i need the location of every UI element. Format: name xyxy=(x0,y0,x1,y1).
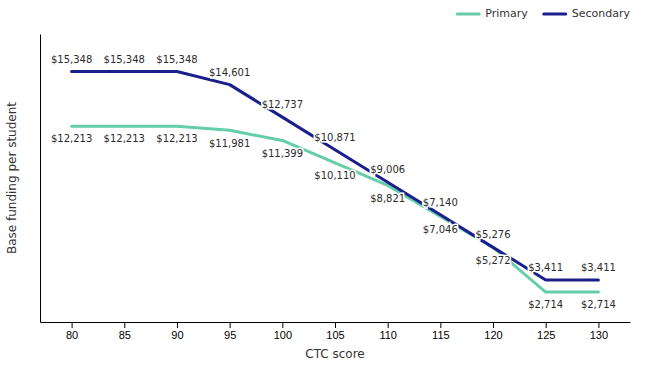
x-tick-label: 130 xyxy=(590,329,608,341)
x-tick: 90 xyxy=(171,322,183,341)
x-tick-label: 95 xyxy=(224,329,236,341)
x-tick-label: 80 xyxy=(66,329,78,341)
x-tick: 85 xyxy=(119,322,131,341)
legend-item: Secondary xyxy=(544,7,631,20)
x-tick-label: 125 xyxy=(537,329,555,341)
data-label: $12,213 xyxy=(51,133,92,144)
data-label: $3,411 xyxy=(528,262,563,273)
data-label: $11,399 xyxy=(262,148,303,159)
legend: Primary Secondary xyxy=(457,7,630,20)
data-label: $15,348 xyxy=(156,54,197,65)
x-axis-title: CTC score xyxy=(305,347,364,361)
x-tick-mark xyxy=(177,322,178,328)
data-label: $12,737 xyxy=(262,99,303,110)
data-label: $10,110 xyxy=(314,170,355,181)
data-label: $12,213 xyxy=(156,133,197,144)
data-label: $12,213 xyxy=(104,133,145,144)
x-tick-mark xyxy=(230,322,231,328)
x-tick-mark xyxy=(598,322,599,328)
data-label: $10,871 xyxy=(314,132,355,143)
x-tick: 100 xyxy=(274,322,292,341)
x-tick: 125 xyxy=(537,322,555,341)
x-tick: 120 xyxy=(484,322,502,341)
x-tick-label: 120 xyxy=(484,329,502,341)
series-line xyxy=(72,72,599,280)
x-tick: 115 xyxy=(432,322,450,341)
x-tick-mark xyxy=(335,322,336,328)
y-axis-title: Base funding per student xyxy=(5,102,19,254)
chart: 80859095100105110115120125130$12,213$12,… xyxy=(0,0,650,366)
x-tick-mark xyxy=(493,322,494,328)
x-tick-label: 105 xyxy=(326,329,344,341)
lines xyxy=(72,72,599,293)
x-tick-label: 85 xyxy=(119,329,131,341)
x-tick-mark xyxy=(440,322,441,328)
legend-item: Primary xyxy=(457,7,528,20)
x-tick: 95 xyxy=(224,322,236,341)
x-tick-mark xyxy=(546,322,547,328)
legend-label: Primary xyxy=(485,7,528,20)
data-label: $15,348 xyxy=(51,54,92,65)
data-label: $7,046 xyxy=(423,224,458,235)
data-label: $3,411 xyxy=(581,262,616,273)
x-tick-label: 115 xyxy=(432,329,450,341)
data-label: $9,006 xyxy=(370,164,405,175)
legend-swatch xyxy=(544,13,566,16)
y-axis-line xyxy=(40,35,41,323)
data-label: $5,276 xyxy=(476,229,511,240)
x-tick: 110 xyxy=(379,322,397,341)
x-axis: 80 85 90 95 100 105 110 115 120 125 130 xyxy=(41,322,631,341)
legend-swatch xyxy=(457,13,479,16)
x-tick: 130 xyxy=(590,322,608,341)
data-label: $2,714 xyxy=(581,299,616,310)
plot: 80859095100105110115120125130$12,213$12,… xyxy=(41,35,631,341)
x-tick-label: 100 xyxy=(274,329,292,341)
data-label: $2,714 xyxy=(528,299,563,310)
x-tick-mark xyxy=(282,322,283,328)
x-tick-mark xyxy=(124,322,125,328)
x-tick: 105 xyxy=(326,322,344,341)
x-tick-label: 90 xyxy=(171,329,183,341)
data-label: $7,140 xyxy=(423,197,458,208)
y-axis xyxy=(40,35,41,323)
data-label: $8,821 xyxy=(370,193,405,204)
data-labels: $12,213 $12,213 $12,213 $11,981 $11,399 $10,1… xyxy=(51,54,616,311)
x-tick-label: 110 xyxy=(379,329,397,341)
x-tick: 80 xyxy=(66,322,78,341)
data-label: $15,348 xyxy=(104,54,145,65)
x-tick-mark xyxy=(72,322,73,328)
data-label: $5,272 xyxy=(476,255,511,266)
data-label: $11,981 xyxy=(209,138,250,149)
legend-label: Secondary xyxy=(572,7,631,20)
x-tick-mark xyxy=(388,322,389,328)
data-label: $14,601 xyxy=(209,67,250,78)
